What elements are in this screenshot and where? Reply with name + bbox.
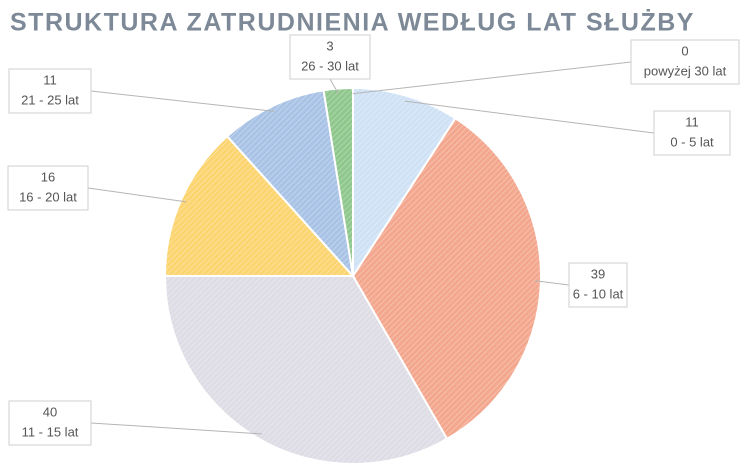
data-label: 3 (326, 38, 333, 53)
label-box (289, 34, 371, 80)
data-label: 39 (591, 266, 605, 281)
category-label: powyżej 30 lat (644, 63, 727, 78)
slice-texture (227, 90, 353, 276)
data-label: 0 (681, 43, 688, 58)
label-box (8, 68, 92, 114)
label-box (8, 400, 92, 446)
data-label: 16 (41, 169, 55, 184)
leader-line (535, 280, 570, 286)
data-label: 11 (43, 72, 57, 87)
slice-texture (165, 276, 447, 464)
slice-texture (165, 136, 353, 276)
category-label: 26 - 30 lat (301, 58, 359, 73)
data-label: 40 (43, 404, 57, 419)
leader-line (90, 90, 275, 112)
label-box (7, 165, 89, 211)
leader-line (87, 187, 187, 203)
slice-texture (353, 118, 541, 439)
label-box (568, 262, 628, 308)
category-label: 6 - 10 lat (573, 286, 624, 301)
category-label: 0 - 5 lat (670, 134, 714, 149)
leader-line (404, 100, 655, 134)
category-label: 16 - 20 lat (19, 189, 77, 204)
leader-line (329, 78, 340, 95)
slice-texture (353, 88, 456, 276)
data-label: 11 (685, 114, 699, 129)
leader-line (90, 422, 262, 435)
category-label: 21 - 25 lat (21, 92, 79, 107)
category-label: 11 - 15 lat (22, 424, 79, 439)
label-box (653, 110, 731, 156)
label-box (630, 39, 740, 85)
leader-line (352, 61, 632, 95)
chart-title: STRUKTURA ZATRUDNIENIA WEDŁUG LAT SŁUŻBY (10, 9, 695, 37)
slice-texture (323, 88, 353, 276)
